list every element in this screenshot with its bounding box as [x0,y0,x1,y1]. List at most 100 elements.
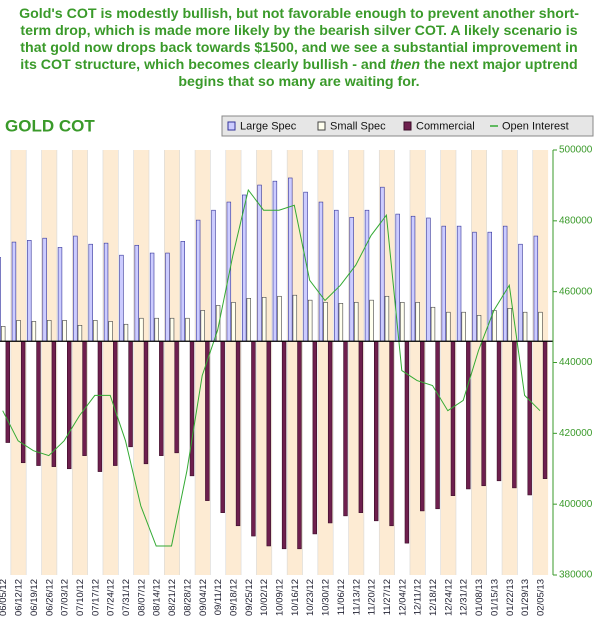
x-tick-label: 08/21/12 [167,579,178,616]
bar [169,317,175,342]
x-tick-label: 01/15/13 [489,579,500,616]
bar [338,303,344,342]
bar [426,217,431,342]
x-tick-label: 12/31/12 [459,579,470,616]
bar [266,340,271,547]
x-tick-label: 10/02/12 [259,579,270,616]
bar [364,209,370,342]
bar [82,340,87,456]
bar [165,252,170,342]
bar [522,311,528,342]
bar [47,320,52,342]
x-tick-label: 09/04/12 [198,579,209,616]
bar [404,340,410,544]
bar [312,340,317,535]
bar [73,235,78,342]
bar [395,213,400,342]
bar [450,340,456,496]
bar [481,340,486,487]
bar [242,194,247,342]
x-tick-label: 09/25/12 [244,579,255,616]
bar [272,180,278,342]
bar [128,340,133,448]
axes: 380000 400000 420000 440000 460000 480000 5000… [0,145,593,616]
bar [5,340,11,443]
bar [31,321,37,342]
bar [354,301,359,342]
x-tick-label: 10/09/12 [275,579,286,616]
y-tick-label: 380000 [559,570,593,581]
bar [11,241,17,342]
bar [369,299,374,342]
stripe [0,150,11,575]
x-tick-label: 12/24/12 [443,579,454,616]
y-tick-label: 440000 [559,357,593,368]
bar [476,315,482,342]
x-tick-label: 08/07/12 [136,579,147,616]
bar [123,323,129,342]
bar [195,219,201,342]
bar [257,184,262,342]
bar [542,340,548,479]
bar [159,340,164,456]
bar [496,340,502,482]
bar [119,254,124,342]
bar [343,340,348,517]
bar [292,294,298,342]
bar [62,320,67,342]
bar [226,201,232,342]
bar [97,340,103,472]
bar [502,225,508,342]
bar [327,340,333,524]
commentary: Gold's COT is modestly bullish, but not … [14,6,584,91]
chart-title: GOLD COT [5,116,95,135]
bar [220,340,225,513]
y-tick-label: 400000 [559,499,593,510]
x-tick-label: 11/27/12 [382,579,393,615]
bar [235,340,241,527]
x-tick-label: 10/16/12 [290,579,301,616]
commentary-text: the next major uptrend begins that so ma… [178,57,578,90]
bar [456,225,462,342]
bar [16,320,21,342]
bar [373,340,379,522]
bar [211,209,216,342]
bar [185,317,190,342]
open-interest-line [2,188,541,547]
bar [492,310,497,342]
x-tick-label: 09/11/12 [213,579,224,615]
x-tick-label: 07/31/12 [121,579,132,616]
x-tick-label: 09/18/12 [228,579,239,616]
bar [27,240,32,342]
x-tick-label: 11/20/12 [367,579,378,615]
bar [88,243,93,342]
commentary-emphasis: then [390,57,421,73]
plot-area [0,150,553,575]
legend-swatch [317,121,326,131]
bar [277,295,282,342]
bar [420,340,425,512]
bar [358,340,364,513]
bar [134,244,139,342]
bar [446,311,451,342]
bar [154,317,159,342]
bar [318,201,324,342]
bar [251,340,256,537]
legend-label: Commercial [416,120,475,132]
bar [430,306,436,342]
x-tick-label: 06/26/12 [44,579,55,616]
bar [323,301,328,342]
legend-label: Open Interest [502,120,569,132]
bar [334,209,339,342]
bar [512,340,517,489]
bar [435,340,440,510]
x-tick-label: 06/19/12 [29,579,40,616]
x-tick-label: 07/24/12 [106,579,117,616]
x-tick-label: 07/10/12 [75,579,86,616]
bar [297,340,302,550]
bar [261,297,267,342]
bar [441,225,446,342]
legend-swatch [227,121,236,131]
